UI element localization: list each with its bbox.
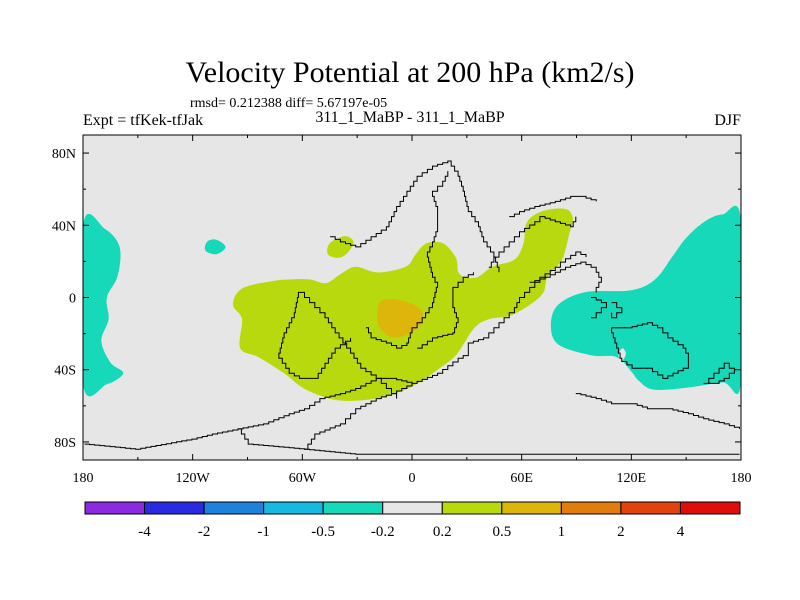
coastline-9 (488, 216, 577, 268)
experiment-label: Expt = tfKek-tfJak (83, 112, 203, 129)
y-tick-label: 40N (52, 219, 76, 234)
colorbar-swatch (84, 501, 146, 515)
contour-region-1 (83, 214, 124, 397)
y-tick-label: 40S (54, 364, 76, 379)
x-tick-label: 120E (617, 471, 647, 486)
x-tick-label: 180 (731, 471, 752, 486)
colorbar-label: 0.5 (492, 524, 511, 540)
coastline-16 (575, 393, 740, 429)
colorbar-swatch (501, 501, 562, 515)
contour-region-2 (550, 205, 741, 395)
colorbar-label: 0.2 (433, 524, 452, 540)
coastline-1 (84, 251, 587, 450)
y-tick-label: 80N (52, 147, 76, 162)
x-tick-label: 60W (289, 471, 317, 486)
colorbar-swatch (322, 501, 384, 515)
colorbar-swatch (263, 501, 324, 515)
colorbar-swatch (203, 501, 265, 515)
colorbar-label: 4 (677, 524, 685, 540)
colorbar-label: -2 (198, 524, 211, 540)
y-axis-ticks: 80N 40N 0 40S 80S (52, 147, 741, 451)
contour-region-6 (204, 239, 226, 255)
colorbar-label: -1 (257, 524, 270, 540)
contour-region-4 (327, 236, 354, 258)
coastline-13 (611, 302, 623, 319)
y-tick-label: 0 (69, 292, 76, 307)
coastline-12 (591, 297, 607, 319)
colorbar-swatch (560, 501, 622, 515)
colorbar-swatch (679, 501, 741, 515)
coastline-11 (529, 261, 602, 293)
map-plot-area: 180 120W 60W 0 60E 120E 180 80N 40N 0 40S 80S (52, 134, 752, 486)
coastline-10 (509, 195, 597, 218)
x-tick-label: 0 (409, 471, 416, 486)
x-tick-label: 60E (510, 471, 533, 486)
colorbar-swatch (382, 501, 443, 515)
y-tick-label: 80S (54, 436, 76, 451)
coastline-4 (330, 160, 500, 273)
colorbar: -4 -2 -1 -0.5 -0.2 0.2 0.5 1 2 4 (84, 501, 741, 540)
coastline-15 (703, 362, 735, 384)
coastline-2 (238, 428, 740, 455)
coastline-14 (611, 322, 689, 379)
colorbar-label: -0.5 (311, 524, 335, 540)
case-label: 311_1_MaBP - 311_1_MaBP (315, 109, 504, 126)
colorbar-label: 2 (617, 524, 625, 540)
x-tick-label: 180 (73, 471, 94, 486)
coastlines (84, 160, 740, 455)
colorbar-label: -0.2 (371, 524, 395, 540)
colorbar-swatch (620, 501, 681, 515)
colorbar-swatch (144, 501, 205, 515)
season-label: DJF (714, 112, 741, 129)
x-axis-ticks: 180 120W 60W 0 60E 120E 180 (73, 135, 752, 486)
stats-label: rmsd= 0.212388 diff= 5.67197e-05 (190, 96, 387, 111)
colorbar-swatch (441, 501, 503, 515)
chart-title: Velocity Potential at 200 hPa (km2/s) (185, 56, 634, 89)
coastline-7 (278, 291, 352, 379)
coastline-5 (365, 171, 449, 349)
coastline-8 (417, 272, 474, 349)
x-tick-label: 120W (176, 471, 211, 486)
colorbar-label: 1 (558, 524, 566, 540)
colorbar-label: -4 (138, 524, 151, 540)
coastline-6 (299, 291, 398, 399)
